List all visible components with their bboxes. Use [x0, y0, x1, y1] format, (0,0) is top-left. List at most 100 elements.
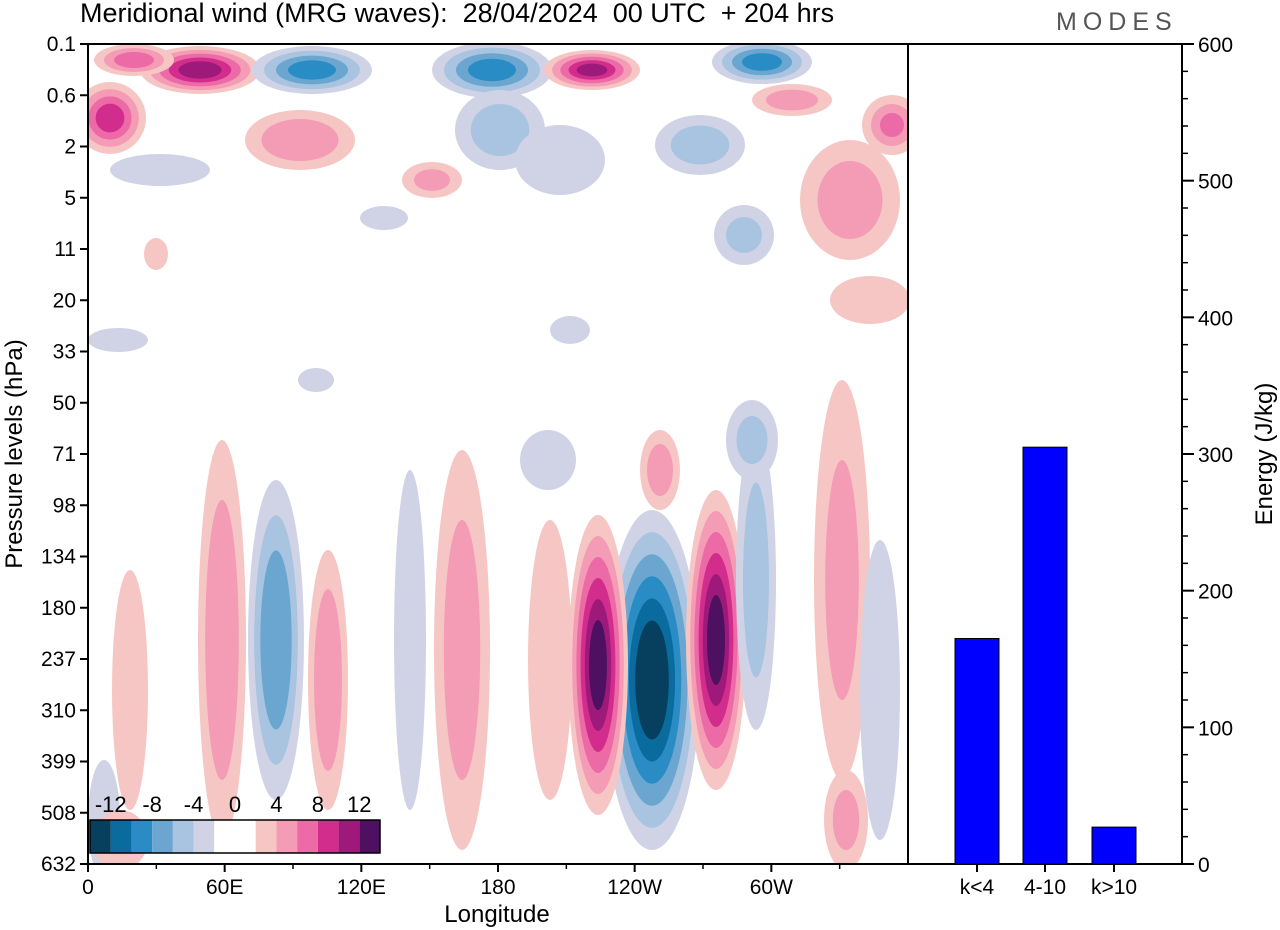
positive-contour: [112, 570, 148, 810]
y-tick-label: 11: [54, 238, 76, 261]
negative-contour: [515, 125, 605, 195]
positive-contour: [830, 276, 908, 324]
positive-contour: [205, 500, 239, 780]
modes-logo: MODES: [1056, 8, 1178, 36]
negative-contour: [550, 316, 590, 344]
x-tick-label: 0: [82, 876, 94, 899]
colorbar: -12 -8 -4 0 4 8 12: [89, 792, 381, 854]
colorbar-swatch: [235, 820, 256, 853]
colorbar-label: 12: [347, 792, 371, 817]
energy-bars: k<4 4-10 k>10: [954, 446, 1137, 899]
bar-category-label: 4-10: [1024, 876, 1066, 899]
y-tick-label: 5: [64, 187, 76, 210]
colorbar-swatch: [338, 820, 360, 853]
colorbar-swatch: [214, 820, 235, 853]
positive-contour: [647, 444, 673, 496]
negative-contour: [736, 416, 768, 464]
y-tick-label: 20: [53, 289, 76, 312]
x-axis-title: Longitude: [444, 901, 549, 928]
colorbar-swatch: [90, 820, 111, 853]
colorbar-label: -12: [95, 792, 127, 817]
negative-contour: [635, 620, 669, 740]
colorbar-label: -4: [184, 792, 204, 817]
y-tick-label: 310: [41, 699, 76, 722]
contour-field: [88, 44, 908, 864]
positive-contour: [766, 89, 818, 111]
x-tick-label: 120W: [607, 876, 662, 899]
negative-contour: [670, 125, 730, 165]
energy-tick-label: 600: [1198, 34, 1233, 57]
colorbar-swatch: [131, 820, 153, 853]
bar-category-label: k>10: [1091, 876, 1137, 899]
positive-contour: [880, 113, 904, 137]
colorbar-swatch: [172, 820, 194, 853]
x-tick-label: 60W: [750, 876, 793, 899]
negative-contour: [360, 206, 408, 230]
colorbar-swatch: [297, 820, 318, 853]
negative-contour: [726, 217, 762, 253]
energy-axis-title: Energy (J/kg): [1251, 383, 1278, 526]
positive-contour: [314, 589, 342, 771]
energy-axis: 0 100 200 300 400 500 600: [1182, 34, 1233, 877]
negative-contour: [468, 58, 516, 82]
energy-bar: [954, 638, 1000, 865]
positive-contour: [589, 620, 607, 710]
y-tick-label: 98: [53, 494, 76, 517]
colorbar-swatch: [276, 820, 298, 853]
x-tick-label: 120E: [337, 876, 386, 899]
y-tick-label: 2: [64, 136, 76, 159]
negative-contour: [260, 550, 292, 730]
positive-contour: [144, 238, 168, 270]
energy-tick-label: 300: [1198, 444, 1233, 467]
negative-contour: [110, 154, 210, 186]
energy-tick-label: 200: [1198, 581, 1233, 604]
colorbar-frame: [89, 819, 381, 854]
colorbar-label: 4: [270, 792, 282, 817]
bar-category-label: k<4: [960, 876, 995, 899]
negative-contour: [394, 470, 426, 810]
positive-contour: [817, 161, 883, 239]
positive-contour: [178, 61, 222, 79]
colorbar-swatch: [317, 820, 339, 853]
positive-contour: [707, 595, 725, 685]
positive-contour: [414, 169, 450, 191]
positive-contour: [832, 790, 860, 850]
y-tick-label: 237: [41, 648, 76, 671]
y-tick-label: 399: [41, 751, 76, 774]
colorbar-swatch: [255, 820, 277, 853]
y-tick-label: 134: [41, 546, 76, 569]
y-tick-label: 0.6: [47, 84, 76, 107]
chart-title: Meridional wind (MRG waves): 28/04/2024 …: [80, 0, 835, 28]
energy-tick-label: 500: [1198, 171, 1233, 194]
y-tick-label: 180: [41, 597, 76, 620]
negative-contour: [470, 104, 530, 156]
energy-bar: [1091, 826, 1137, 865]
positive-contour: [95, 103, 125, 133]
negative-contour: [288, 60, 336, 80]
y-tick-label: 33: [53, 341, 76, 364]
x-tick-label: 180: [480, 876, 515, 899]
negative-contour: [743, 482, 769, 678]
negative-contour: [88, 328, 148, 352]
colorbar-label: 0: [229, 792, 241, 817]
y-axis-title: Pressure levels (hPa): [1, 339, 28, 568]
positive-contour: [261, 119, 339, 161]
positive-contour: [576, 63, 608, 77]
negative-contour: [860, 540, 900, 840]
energy-tick-label: 0: [1198, 854, 1210, 877]
colorbar-swatch: [152, 820, 173, 853]
colorbar-swatch: [359, 820, 380, 853]
energy-bar: [1022, 446, 1068, 865]
y-tick-label: 0.1: [47, 33, 76, 56]
colorbar-swatch: [193, 820, 215, 853]
y-tick-label: 50: [53, 392, 76, 415]
longitude-axis: 0 60E 120E 180 120W 60W: [82, 864, 841, 899]
positive-contour: [528, 520, 572, 800]
negative-contour: [742, 53, 782, 71]
colorbar-label: 8: [312, 792, 324, 817]
energy-tick-label: 100: [1198, 717, 1233, 740]
energy-tick-label: 400: [1198, 307, 1233, 330]
pressure-axis: 0.1 0.6 2 5 11 20 33 50 71 98 134 180 237 310 399 508 63…: [41, 33, 88, 876]
positive-contour: [114, 52, 154, 68]
